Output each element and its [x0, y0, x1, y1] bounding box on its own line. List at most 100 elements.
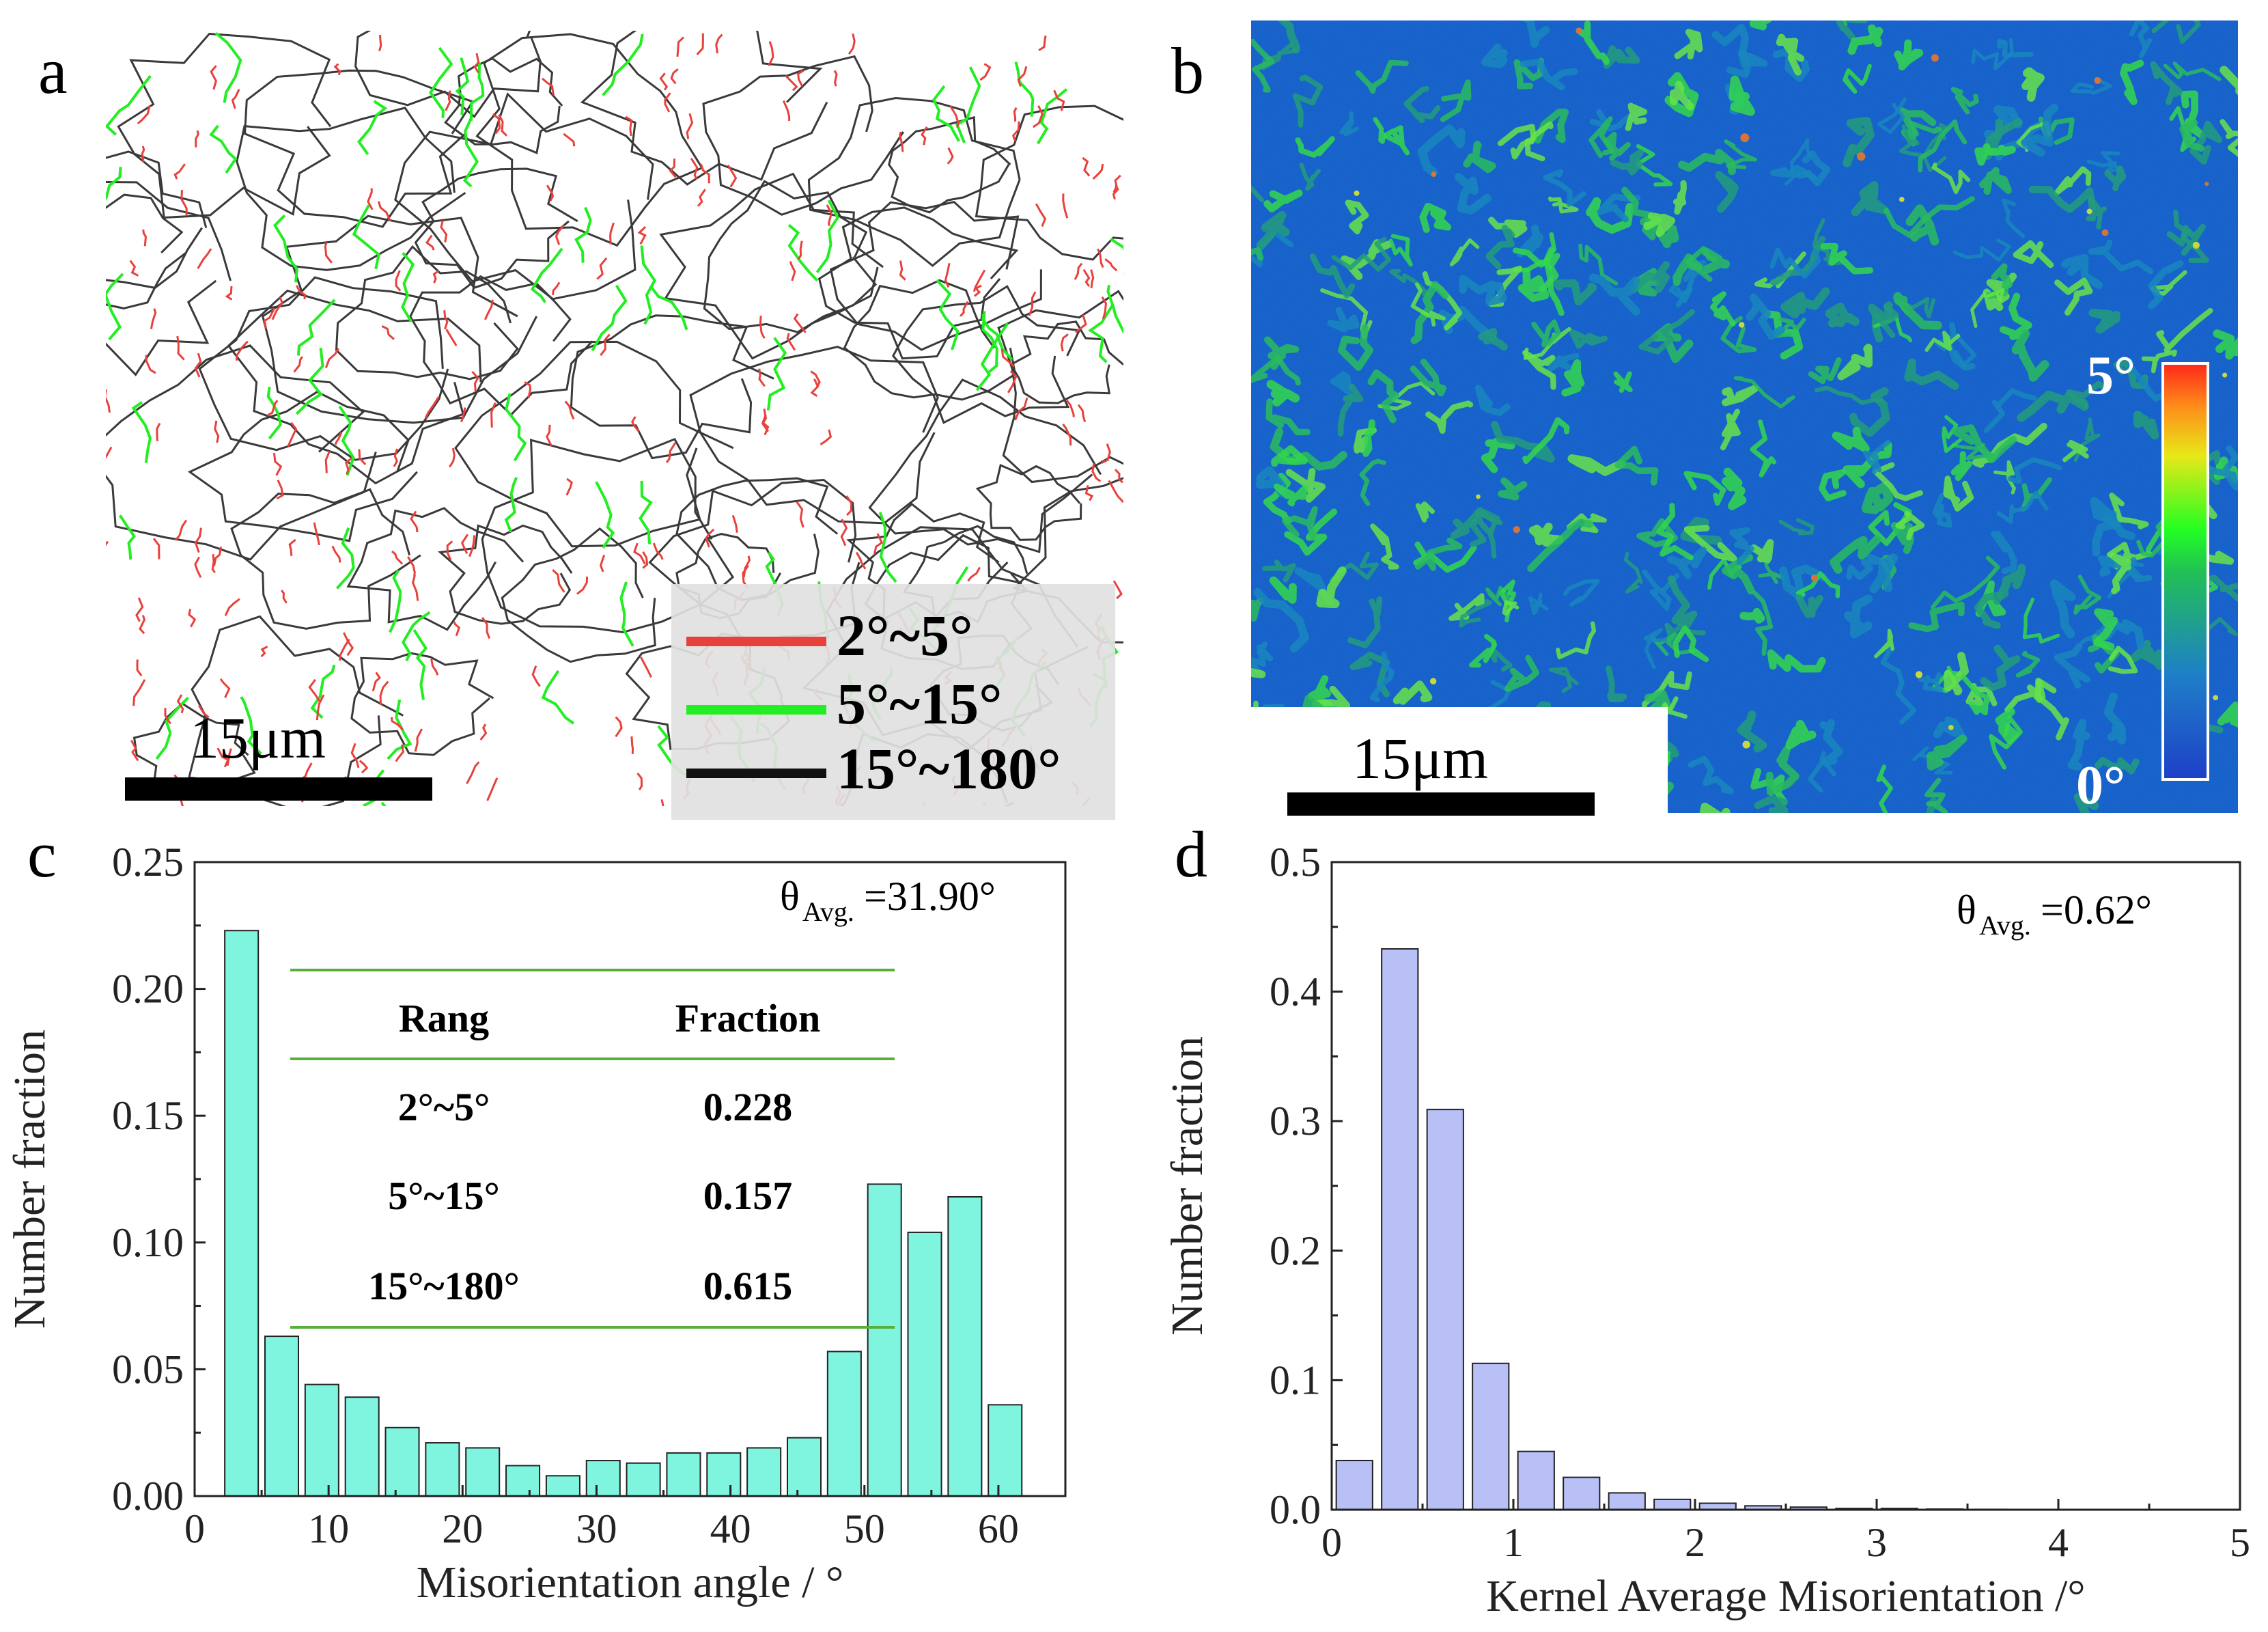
bar-d-1	[1381, 948, 1419, 1511]
mid-angle-boundary	[649, 285, 688, 331]
mid-angle-boundary	[591, 284, 628, 352]
mid-angle-boundary	[401, 611, 431, 662]
low-angle-boundary	[873, 533, 884, 555]
low-angle-boundary	[440, 220, 448, 243]
low-angle-boundary	[810, 378, 820, 397]
mid-angle-boundary	[766, 337, 787, 411]
low-angle-boundary	[194, 527, 202, 553]
grain-boundary	[414, 167, 578, 290]
low-angle-boundary	[967, 566, 981, 582]
grain-boundary	[997, 290, 1123, 484]
low-angle-boundary	[224, 598, 240, 616]
low-angle-boundary	[625, 115, 633, 137]
low-angle-boundary	[129, 260, 139, 277]
mid-angle-boundary	[975, 322, 1009, 391]
low-angle-boundary	[479, 723, 488, 741]
bar-d-3	[1472, 1362, 1510, 1511]
plot-frame-d	[1330, 861, 2241, 1511]
low-angle-boundary	[546, 184, 555, 202]
low-angle-boundary	[331, 545, 341, 563]
c-avg-value: =31.90°	[864, 874, 996, 919]
low-angle-boundary	[959, 301, 969, 317]
low-angle-boundary	[225, 286, 233, 301]
low-angle-boundary	[412, 575, 419, 601]
low-angle-boundary	[194, 352, 202, 378]
low-angle-boundary	[466, 761, 480, 784]
bar-c-8	[545, 1475, 580, 1497]
grain-boundary	[236, 107, 466, 271]
mid-angle-boundary	[387, 699, 412, 760]
low-angle-boundary	[1084, 485, 1094, 501]
low-angle-boundary	[407, 556, 416, 577]
grain-boundary	[106, 180, 232, 376]
low-angle-boundary	[359, 760, 369, 774]
mid-angle-boundary	[1106, 284, 1123, 335]
mid-angle-boundary	[295, 347, 324, 415]
low-angle-boundary	[272, 452, 283, 476]
mid-angle-boundary	[932, 85, 960, 142]
low-angle-boundary	[156, 422, 161, 441]
colorbar-max-label: 5°	[2086, 346, 2136, 406]
low-angle-boundary	[759, 316, 766, 339]
low-angle-boundary	[445, 329, 458, 346]
low-angle-boundary	[789, 261, 796, 281]
low-angle-boundary	[531, 665, 541, 687]
bar-c-9	[585, 1460, 621, 1497]
low-angle-boundary	[696, 33, 704, 55]
low-angle-boundary	[213, 547, 222, 566]
low-angle-boundary	[1032, 105, 1044, 128]
low-angle-boundary	[263, 307, 276, 329]
mid-angle-boundary	[787, 223, 819, 282]
low-angle-boundary	[137, 105, 151, 125]
low-angle-boundary	[600, 333, 611, 357]
low-angle-boundary	[1062, 424, 1072, 446]
grain-boundary	[106, 193, 187, 309]
mid-angle-boundary	[574, 206, 592, 263]
mid-angle-boundary	[357, 100, 388, 155]
x-tick-label-c: 20	[442, 1506, 483, 1551]
bar-c-12	[706, 1452, 742, 1497]
mid-angle-boundary	[131, 401, 152, 463]
grain-boundary	[659, 172, 884, 360]
low-angle-boundary	[214, 420, 220, 443]
low-angle-boundary	[164, 708, 171, 725]
legend-line-low-angle	[686, 637, 826, 646]
y-tick-label-d: 0.0	[1270, 1487, 1321, 1532]
low-angle-boundary	[758, 368, 766, 387]
bar-c-5	[425, 1442, 460, 1497]
low-angle-boundary	[461, 534, 469, 555]
low-angle-boundary	[468, 535, 476, 557]
low-angle-boundary	[1082, 268, 1091, 287]
c-avg-sub: Avg.	[802, 896, 854, 927]
low-angle-boundary	[176, 694, 184, 714]
bar-c-1	[264, 1336, 300, 1497]
grain-boundary	[501, 527, 656, 663]
grain-boundary	[675, 477, 839, 601]
low-angle-boundary	[260, 646, 268, 658]
low-angle-boundary	[377, 201, 391, 222]
bar-d-2	[1426, 1109, 1464, 1510]
mid-angle-boundary	[639, 480, 653, 544]
mid-angle-boundary	[266, 387, 282, 440]
low-angle-boundary	[637, 226, 647, 245]
low-angle-boundary	[173, 163, 186, 180]
low-angle-boundary	[266, 400, 279, 417]
kam-histogram: 0 1 2 3 4 5 0.0 0.1 0.2 0.3 0.4 0.5 Kernel Average M…	[1162, 840, 2250, 1621]
low-angle-boundary	[786, 333, 796, 351]
table-row-range: 5°~15°	[388, 1174, 500, 1218]
mid-angle-boundary	[1014, 61, 1035, 117]
grain-boundary	[230, 488, 421, 630]
d-avg-value: =0.62°	[2041, 887, 2152, 932]
low-angle-boundary	[1000, 348, 1016, 368]
mid-angle-boundary	[469, 62, 485, 121]
low-angle-boundary	[652, 542, 664, 560]
low-angle-boundary	[381, 325, 395, 340]
grain-boundary	[227, 289, 482, 485]
low-angle-boundary	[145, 355, 156, 374]
x-tick-label-d: 5	[2230, 1520, 2250, 1565]
low-angle-boundary	[600, 555, 606, 572]
mid-angle-boundary	[619, 581, 634, 647]
low-angle-boundary	[1017, 66, 1028, 87]
low-angle-boundary	[797, 240, 803, 260]
low-angle-boundary	[197, 248, 212, 269]
